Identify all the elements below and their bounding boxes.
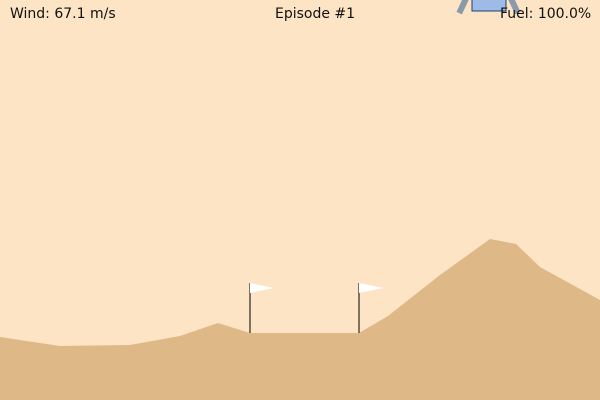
lander-leg-left [456,0,470,15]
lander-leg-right [507,0,521,15]
lunar-lander-icon [456,0,521,15]
lander-body [471,0,507,12]
landing-flag-icon [359,283,383,293]
episode-counter: Episode #1 [275,6,356,22]
landing-flag-left [249,283,274,333]
wind-readout: Wind: 67.1 m/s [10,6,116,22]
landing-flag-icon [250,283,274,293]
terrain [0,239,600,400]
fuel-readout: Fuel: 100.0% [500,6,592,22]
landing-flag-right [358,283,383,333]
